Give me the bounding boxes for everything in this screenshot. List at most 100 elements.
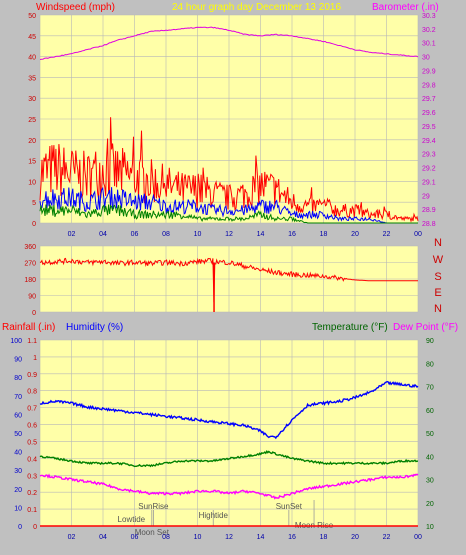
windspeed-tick-label: 20 bbox=[28, 138, 36, 145]
barometer-tick-label: 29.5 bbox=[422, 124, 436, 131]
barometer-tick-label: 30.1 bbox=[422, 41, 436, 48]
humidity-tick-label: 90 bbox=[14, 357, 22, 364]
rainfall-tick-label: 0.7 bbox=[27, 406, 37, 413]
direction-tick-label: 270 bbox=[24, 261, 36, 268]
temperature-tick-label: 70 bbox=[426, 385, 434, 392]
windspeed-tick-label: 25 bbox=[28, 117, 36, 124]
hour-tick-label: 06 bbox=[131, 534, 139, 541]
humidity-series bbox=[39, 380, 419, 440]
hour-tick-label: 10 bbox=[194, 534, 202, 541]
wind-series-low bbox=[39, 204, 418, 224]
windspeed-tick-label: 30 bbox=[28, 96, 36, 103]
annotation-lowtide: Lowtide bbox=[118, 515, 146, 524]
barometer-tick-label: 29.4 bbox=[422, 138, 436, 145]
temperature-tick-label: 10 bbox=[426, 524, 434, 531]
barometer-tick-label: 29.9 bbox=[422, 68, 436, 75]
wind-barometer-grid bbox=[39, 14, 419, 224]
temperature-tick-label: 80 bbox=[426, 361, 434, 368]
hour-tick-label: 04 bbox=[99, 231, 107, 238]
humidity-axis-ticks: 0 10 20 30 40 50 60 70 80 90 100 bbox=[10, 338, 22, 531]
barometer-tick-label: 29.3 bbox=[422, 152, 436, 159]
windspeed-axis-ticks: 0 5 10 15 20 25 30 35 40 45 50 bbox=[28, 13, 36, 228]
rainfall-tick-label: 0.4 bbox=[27, 456, 37, 463]
wind-direction-series bbox=[39, 257, 418, 303]
humidity-tick-label: 20 bbox=[14, 487, 22, 494]
barometer-series bbox=[39, 26, 419, 60]
rainfall-tick-label: 1 bbox=[33, 355, 37, 362]
compass-label-n: N bbox=[434, 237, 442, 249]
compass-label-s: S bbox=[434, 271, 441, 283]
temperature-tick-label: 90 bbox=[426, 338, 434, 345]
windspeed-tick-label: 50 bbox=[28, 13, 36, 20]
barometer-tick-label: 29.7 bbox=[422, 96, 436, 103]
rainfall-axis-label: Rainfall (.in) bbox=[2, 322, 55, 333]
barometer-tick-label: 29.6 bbox=[422, 110, 436, 117]
rainfall-tick-label: 0.1 bbox=[27, 507, 37, 514]
hour-tick-label: 12 bbox=[225, 534, 233, 541]
hour-tick-label: 16 bbox=[288, 231, 296, 238]
chart-title: 24 hour graph day December 13 2016 bbox=[172, 2, 341, 13]
rainfall-tick-label: 0.2 bbox=[27, 490, 37, 497]
hour-tick-label: 06 bbox=[131, 231, 139, 238]
compass-label-w: W bbox=[433, 254, 444, 266]
barometer-tick-label: 28.8 bbox=[422, 221, 436, 228]
direction-tick-label: 180 bbox=[24, 277, 36, 284]
windspeed-tick-label: 15 bbox=[28, 159, 36, 166]
barometer-tick-label: 29 bbox=[422, 193, 430, 200]
humidity-tick-label: 50 bbox=[14, 431, 22, 438]
temperature-series bbox=[39, 450, 419, 468]
rainfall-tick-label: 0.8 bbox=[27, 389, 37, 396]
barometer-tick-label: 30.2 bbox=[422, 27, 436, 34]
temperature-humidity-series bbox=[39, 380, 419, 527]
hour-tick-label: 20 bbox=[351, 534, 359, 541]
hour-tick-label: 22 bbox=[383, 231, 391, 238]
hour-tick-label: 14 bbox=[257, 534, 265, 541]
dewpoint-series bbox=[39, 473, 419, 500]
temperature-axis-ticks: 10 20 30 40 50 60 70 80 90 bbox=[426, 338, 434, 531]
hour-tick-label: 00 bbox=[414, 231, 422, 238]
direction-tick-label: 0 bbox=[32, 310, 36, 317]
dewpoint-axis-label: Dew Point (°F) bbox=[393, 322, 458, 333]
humidity-tick-label: 70 bbox=[14, 394, 22, 401]
barometer-axis-label: Barometer (.in) bbox=[372, 2, 439, 13]
windspeed-tick-label: 5 bbox=[32, 200, 36, 207]
humidity-axis-label: Humidity (%) bbox=[66, 322, 123, 333]
windspeed-tick-label: 40 bbox=[28, 55, 36, 62]
annotation-moon-set: Moon Set bbox=[135, 528, 170, 537]
bottom-hour-axis-ticks: 02 04 06 08 10 12 14 16 18 20 22 00 bbox=[68, 534, 422, 541]
rainfall-tick-label: 0 bbox=[33, 524, 37, 531]
hour-tick-label: 02 bbox=[68, 231, 76, 238]
compass-label-e: E bbox=[434, 287, 441, 299]
hour-tick-label: 02 bbox=[68, 534, 76, 541]
hour-tick-label: 12 bbox=[225, 231, 233, 238]
humidity-tick-label: 0 bbox=[18, 524, 22, 531]
rainfall-tick-label: 0.3 bbox=[27, 473, 37, 480]
barometer-axis-ticks: 28.8 28.9 29 29.1 29.2 29.3 29.4 29.5 29.6 29.7 29… bbox=[422, 13, 436, 228]
direction-tick-label: 90 bbox=[28, 294, 36, 301]
wind-barometer-series bbox=[39, 26, 419, 224]
windspeed-tick-label: 0 bbox=[32, 221, 36, 228]
direction-tick-label: 360 bbox=[24, 244, 36, 251]
hour-tick-label: 20 bbox=[351, 231, 359, 238]
top-hour-axis-ticks: 02 04 06 08 10 12 14 16 18 20 22 00 bbox=[68, 231, 422, 238]
humidity-tick-label: 60 bbox=[14, 412, 22, 419]
hour-tick-label: 18 bbox=[320, 231, 328, 238]
wind-series-gust bbox=[39, 117, 419, 223]
hour-tick-label: 10 bbox=[194, 231, 202, 238]
temperature-tick-label: 50 bbox=[426, 431, 434, 438]
hour-tick-label: 16 bbox=[288, 534, 296, 541]
humidity-tick-label: 100 bbox=[10, 338, 22, 345]
temperature-tick-label: 40 bbox=[426, 454, 434, 461]
hour-tick-label: 08 bbox=[162, 231, 170, 238]
wind-direction-degree-ticks: 0 90 180 270 360 bbox=[24, 244, 36, 317]
hour-tick-label: 18 bbox=[320, 534, 328, 541]
compass-label-n: N bbox=[434, 303, 442, 315]
humidity-tick-label: 80 bbox=[14, 375, 22, 382]
temperature-tick-label: 30 bbox=[426, 478, 434, 485]
humidity-tick-label: 30 bbox=[14, 468, 22, 475]
rainfall-tick-label: 0.5 bbox=[27, 439, 37, 446]
annotation-sunset: SunSet bbox=[276, 502, 303, 511]
rainfall-tick-label: 0.9 bbox=[27, 372, 37, 379]
